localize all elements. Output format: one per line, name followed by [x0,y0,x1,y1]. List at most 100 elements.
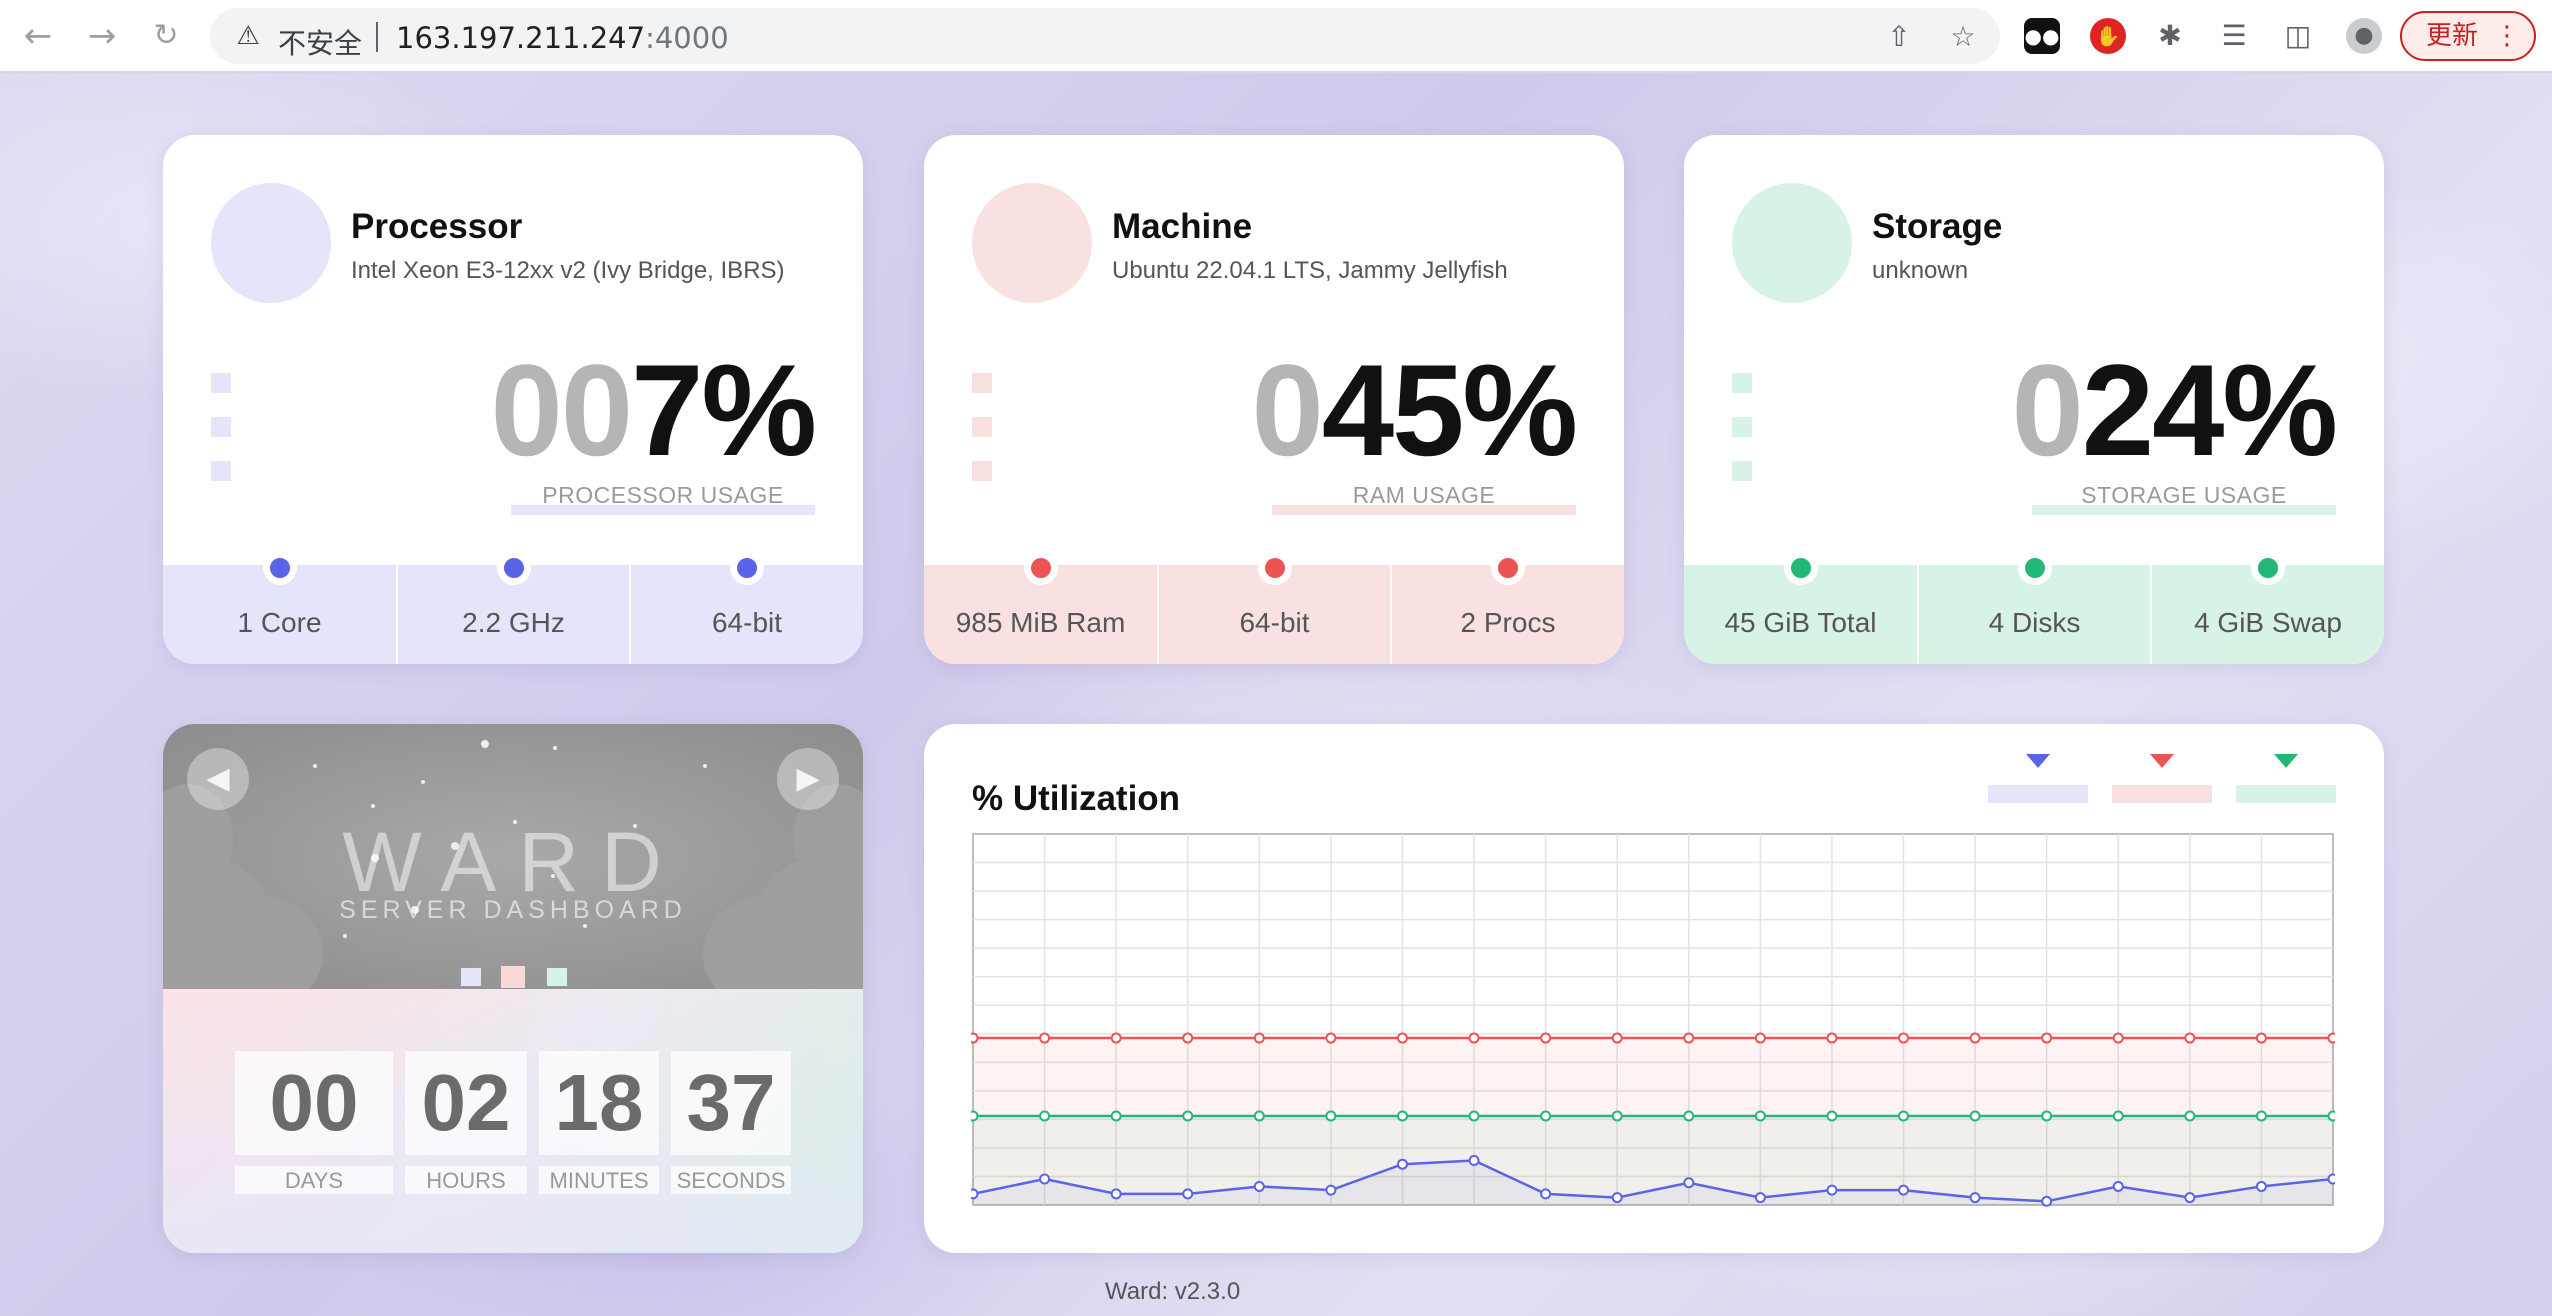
series-point [2184,1110,2196,1122]
storage-usage-label: STORAGE USAGE [2081,482,2287,508]
series-point [2112,1180,2124,1192]
playlist-icon[interactable]: ☰ [2221,19,2247,52]
storage-usage-value: 024% [2011,345,2338,475]
processor-stat: 1 Core [163,551,396,664]
series-point [2041,1032,2053,1044]
star-dot [421,780,425,784]
storage-indicator [1732,373,1752,393]
legend-machine-bar [2112,785,2212,803]
processor-indicator [211,373,231,393]
star-dot [371,854,379,862]
series-point [1540,1110,1552,1122]
storage-stat-label: 4 Disks [1988,607,2081,638]
profile-icon[interactable]: ● [2346,18,2382,54]
series-point [1754,1192,1766,1204]
insecure-label[interactable]: 不安全 [278,27,363,60]
processor-stat-dot [262,551,297,585]
machine-stat-dot [1023,551,1058,585]
legend-machine-marker [2150,754,2174,768]
uptime-seconds: 37 [671,1051,791,1155]
url-text[interactable]: 163.197.211.247:4000 [396,21,729,55]
series-point [971,1188,979,1200]
legend-storage[interactable] [2236,754,2336,804]
series-point [1253,1110,1265,1122]
ward-banner: ◀ ▶ WARD SERVER DASHBOARD [163,724,863,1014]
storage-subtitle: unknown [1872,257,1969,284]
star-icon[interactable]: ☆ [1950,20,1976,53]
legend-storage-marker [2274,754,2298,768]
puzzle-extension-icon[interactable]: ✱ [2158,19,2182,52]
series-point [1468,1032,1480,1044]
series-point [1039,1110,1051,1122]
sidebar-icon[interactable]: ◫ [2284,19,2312,52]
machine-usage-dim: 0 [1251,337,1323,483]
series-point [1611,1032,1623,1044]
theme-red-swatch[interactable] [501,966,525,988]
processor-stat: 64-bit [629,551,863,664]
machine-circle [972,183,1092,303]
processor-card: Processor Intel Xeon E3-12xx v2 (Ivy Bri… [163,135,863,664]
storage-stat-dot [2251,551,2285,585]
series-point [971,1032,979,1044]
address-bar[interactable]: ⚠ 不安全 163.197.211.247:4000 ⇧ ☆ [210,8,2000,64]
series-point [1396,1158,1408,1170]
series-point [1110,1032,1122,1044]
series-point [1325,1032,1337,1044]
machine-subtitle: Ubuntu 22.04.1 LTS, Jammy Jellyfish [1112,257,1508,284]
star-dot [411,906,419,914]
uptime-hours: 02 [405,1051,527,1155]
series-point [1826,1032,1838,1044]
star-dot [481,740,489,748]
series-point [1253,1032,1265,1044]
next-theme-icon[interactable]: ▶ [777,748,839,810]
series-point [1110,1188,1122,1200]
series-point [1683,1032,1695,1044]
theme-green-swatch[interactable] [547,968,567,986]
series-line [972,1159,2334,1203]
series-point [1826,1184,1838,1196]
machine-usage-bar [1272,505,1576,515]
theme-blue-swatch[interactable] [461,968,481,986]
processor-usage-bar [511,505,815,515]
series-point [1826,1110,1838,1122]
share-icon[interactable]: ⇧ [1887,20,1911,53]
machine-usage-number: 45% [1321,337,1578,483]
series-point [1253,1180,1265,1192]
processor-stat-label: 1 Core [237,607,322,638]
reload-icon[interactable]: ↻ [153,18,179,53]
series-area [973,1038,2333,1205]
machine-stat: 64-bit [1157,551,1390,664]
legend-processor-bar [1988,785,2088,803]
processor-usage-number: 7% [631,337,817,483]
series-point [1540,1032,1552,1044]
ward-subtitle: SERVER DASHBOARD [339,896,687,924]
legend-processor[interactable] [1988,754,2088,804]
star-dot [553,746,557,750]
star-dot [703,764,707,768]
storage-usage-bar [2032,505,2336,515]
menu-icon[interactable]: ⋮ [2494,21,2520,51]
series-point [1898,1110,1910,1122]
chart-plot-area [972,833,2334,1206]
warning-icon[interactable]: ⚠ [236,21,260,51]
series-point [1969,1032,1981,1044]
star-dot [551,874,555,878]
machine-card: Machine Ubuntu 22.04.1 LTS, Jammy Jellyf… [924,135,1624,664]
legend-machine[interactable] [2112,754,2212,804]
processor-usage-value: 007% [491,345,817,475]
processor-title: Processor [351,207,523,246]
back-icon[interactable]: ← [23,16,53,56]
forward-icon[interactable]: → [87,16,117,56]
uptime-seconds-label: SECONDS [671,1166,791,1194]
adblock-extension-icon[interactable]: ✋ [2090,18,2126,54]
update-button[interactable]: 更新 ⋮ [2400,11,2536,61]
previous-theme-icon[interactable]: ◀ [187,748,249,810]
processor-usage-dim: 00 [490,337,634,483]
processor-stats: 1 Core 2.2 GHz 64-bit [163,551,863,664]
extension-icon[interactable]: ●● [2024,18,2060,54]
processor-stat-dot [496,551,531,585]
processor-stat: 2.2 GHz [396,551,629,664]
processor-indicator [211,461,231,481]
storage-stat-dot [1783,551,1818,585]
series-point [2255,1180,2267,1192]
